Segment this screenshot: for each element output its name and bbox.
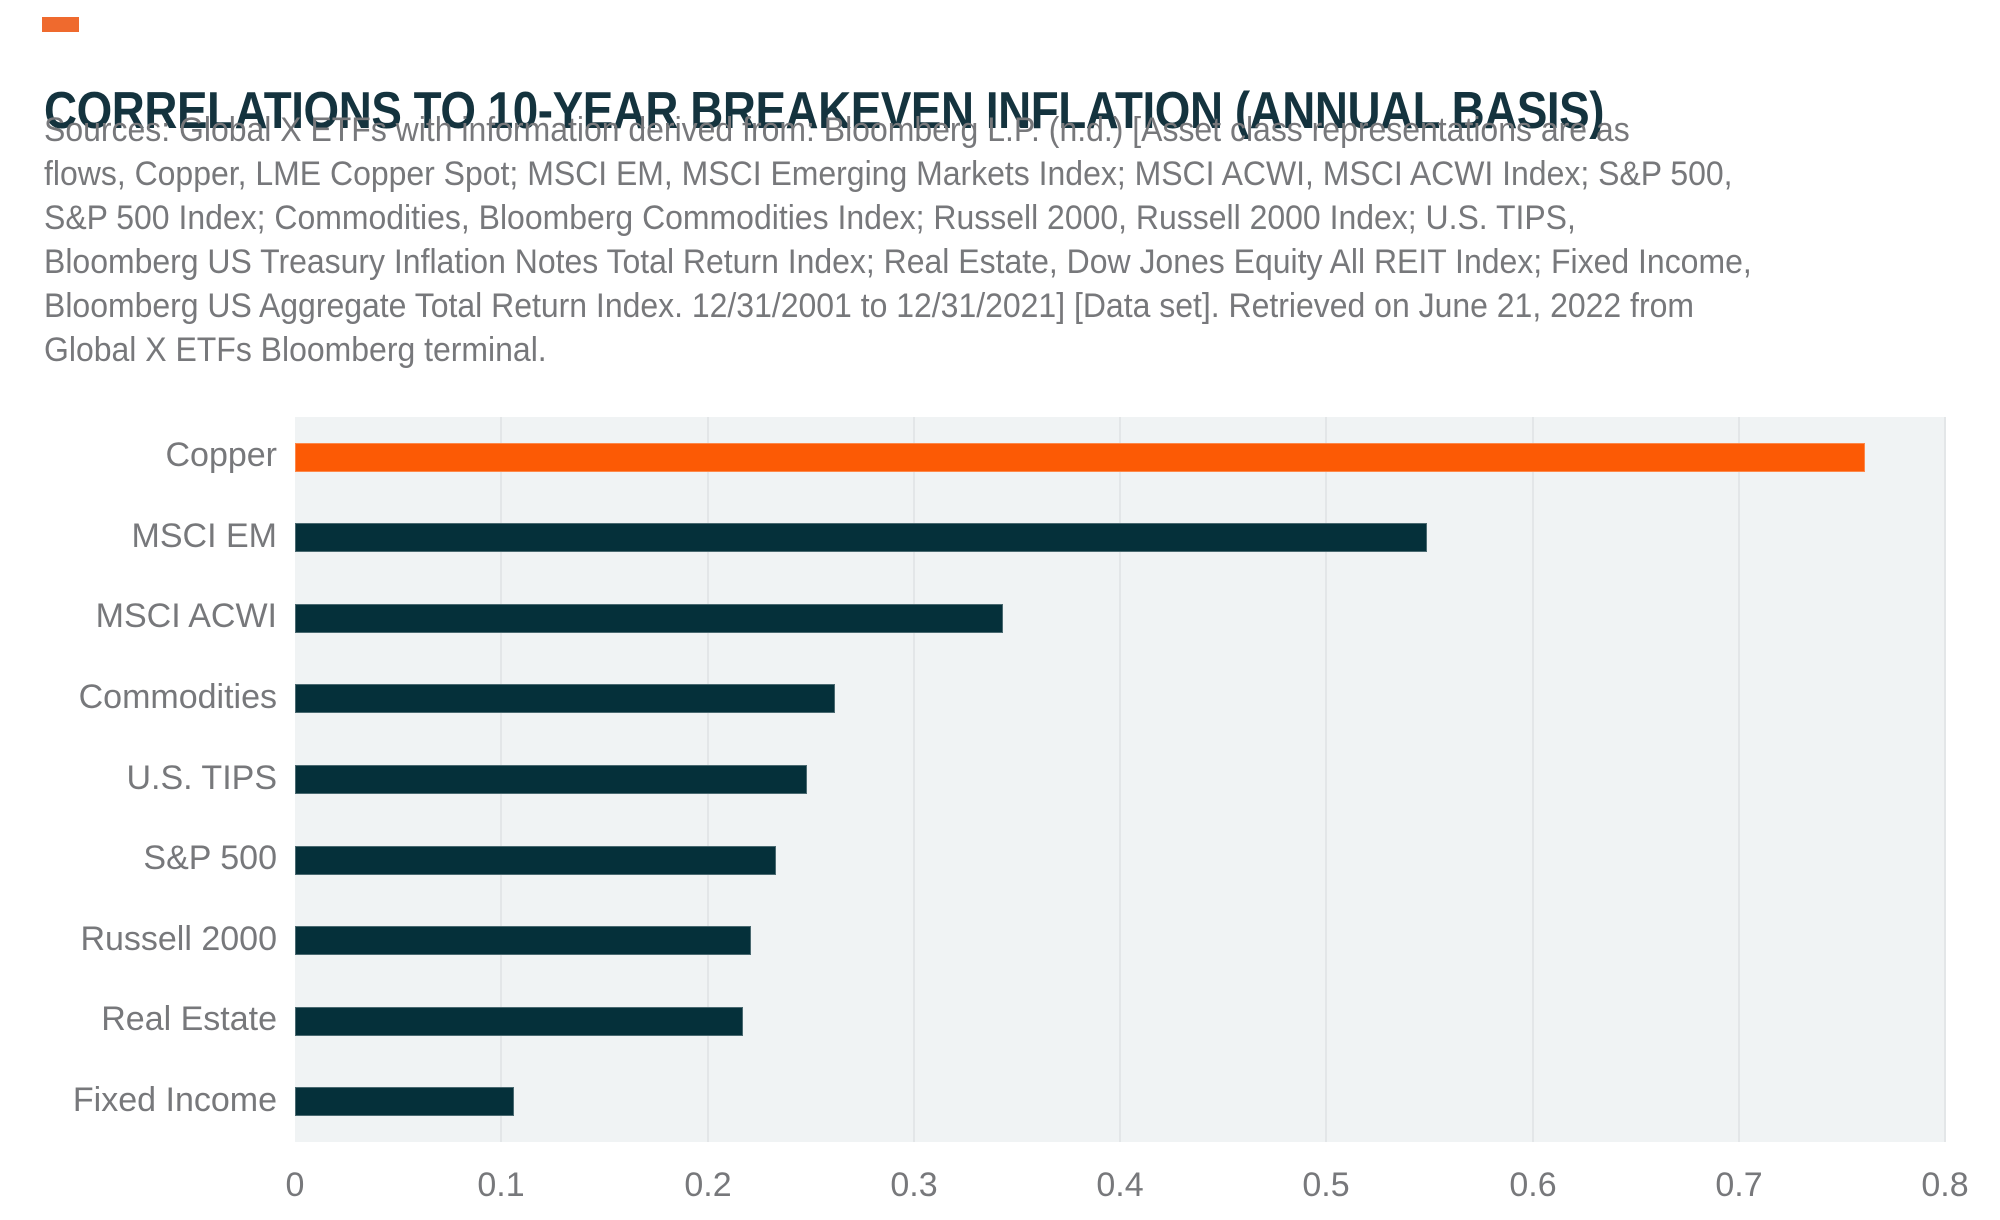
chart-title: CORRELATIONS TO 10-YEAR BREAKEVEN INFLAT… [44,81,1605,140]
bar-msci-em [295,523,1428,552]
category-label-msci-em: MSCI EM [131,517,277,555]
gridline-0.3 [912,417,915,1142]
x-tick-0.4: 0.4 [1096,1166,1144,1204]
x-tick-0.3: 0.3 [890,1166,938,1204]
bar-commodities [295,684,836,713]
bar-s-p-500 [295,846,776,875]
x-tick-0.7: 0.7 [1715,1166,1763,1204]
bar-russell-2000 [295,926,751,955]
bar-u-s-tips [295,765,807,794]
category-label-russell-2000: Russell 2000 [80,920,277,958]
category-axis: Copper MSCI EM MSCI ACWI Commodities U.S. TI… [0,417,277,1142]
source-line: flows, Copper, LME Copper Spot; MSCI EM,… [44,155,1733,193]
x-axis: 0 0.1 0.2 0.3 0.4 0.5 0.6 0.7 0.8 [0,1166,2000,1212]
source-line: S&P 500 Index; Commodities, Bloomberg Co… [44,199,1576,237]
x-tick-0.1: 0.1 [477,1166,525,1204]
category-label-u-s-tips: U.S. TIPS [126,759,277,797]
source-line: Bloomberg US Aggregate Total Return Inde… [44,287,1694,325]
gridline-0.7 [1737,417,1740,1142]
gridline-0.6 [1531,417,1534,1142]
x-tick-0.8: 0.8 [1921,1166,1969,1204]
plot-area [295,417,1946,1142]
gridline-0.4 [1119,417,1121,1142]
x-tick-0.2: 0.2 [684,1166,732,1204]
bar-fixed-income [295,1087,514,1116]
bar-msci-acwi [295,604,1003,633]
source-attribution: Sources: Global X ETFs with information … [44,108,1752,372]
category-label-fixed-income: Fixed Income [72,1081,277,1119]
source-line: Sources: Global X ETFs with information … [44,111,1630,149]
source-line: Bloomberg US Treasury Inflation Notes To… [44,243,1752,281]
bar-real-estate [295,1007,743,1036]
bar-copper [295,443,1865,472]
brand-accent-square [42,17,79,32]
category-label-copper: Copper [165,436,277,474]
category-label-commodities: Commodities [78,678,277,716]
category-label-real-estate: Real Estate [101,1000,277,1038]
gridline-0.5 [1325,417,1328,1142]
category-label-s-p-500: S&P 500 [143,839,277,877]
source-line: Global X ETFs Bloomberg terminal. [44,331,547,369]
x-tick-0.6: 0.6 [1509,1166,1557,1204]
category-label-msci-acwi: MSCI ACWI [95,597,277,635]
gridline-0.8 [1944,417,1946,1142]
x-tick-0: 0 [285,1166,305,1204]
x-tick-0.5: 0.5 [1302,1166,1350,1204]
